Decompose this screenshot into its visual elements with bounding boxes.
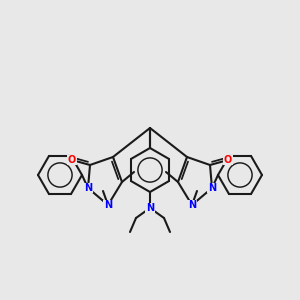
Text: N: N: [84, 183, 92, 193]
Text: N: N: [104, 200, 112, 210]
Text: O: O: [224, 155, 232, 165]
Text: N: N: [188, 200, 196, 210]
Text: N: N: [208, 183, 216, 193]
Text: N: N: [146, 203, 154, 213]
Text: O: O: [68, 155, 76, 165]
